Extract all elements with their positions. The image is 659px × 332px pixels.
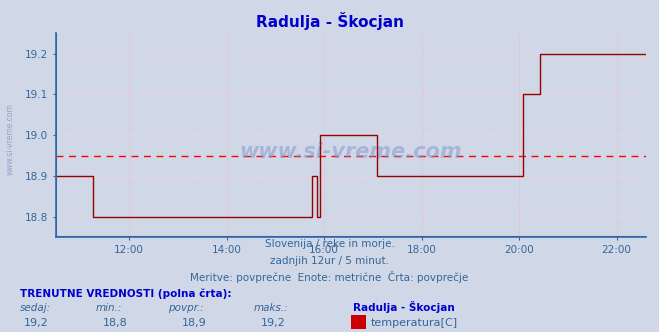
Text: povpr.:: povpr.: bbox=[168, 303, 204, 313]
Text: zadnjih 12ur / 5 minut.: zadnjih 12ur / 5 minut. bbox=[270, 256, 389, 266]
Text: www.si-vreme.com: www.si-vreme.com bbox=[5, 104, 14, 175]
Text: Radulja - Škocjan: Radulja - Škocjan bbox=[256, 12, 403, 30]
Text: Slovenija / reke in morje.: Slovenija / reke in morje. bbox=[264, 239, 395, 249]
Text: TRENUTNE VREDNOSTI (polna črta):: TRENUTNE VREDNOSTI (polna črta): bbox=[20, 289, 231, 299]
Text: maks.:: maks.: bbox=[254, 303, 289, 313]
Text: Meritve: povprečne  Enote: metrične  Črta: povprečje: Meritve: povprečne Enote: metrične Črta:… bbox=[190, 271, 469, 283]
Text: min.:: min.: bbox=[96, 303, 122, 313]
Text: sedaj:: sedaj: bbox=[20, 303, 51, 313]
Text: 18,9: 18,9 bbox=[182, 318, 207, 328]
Text: Radulja - Škocjan: Radulja - Škocjan bbox=[353, 301, 454, 313]
Text: 18,8: 18,8 bbox=[103, 318, 128, 328]
Text: 19,2: 19,2 bbox=[261, 318, 286, 328]
Text: temperatura[C]: temperatura[C] bbox=[370, 318, 457, 328]
Text: www.si-vreme.com: www.si-vreme.com bbox=[240, 142, 462, 162]
Text: 19,2: 19,2 bbox=[24, 318, 49, 328]
